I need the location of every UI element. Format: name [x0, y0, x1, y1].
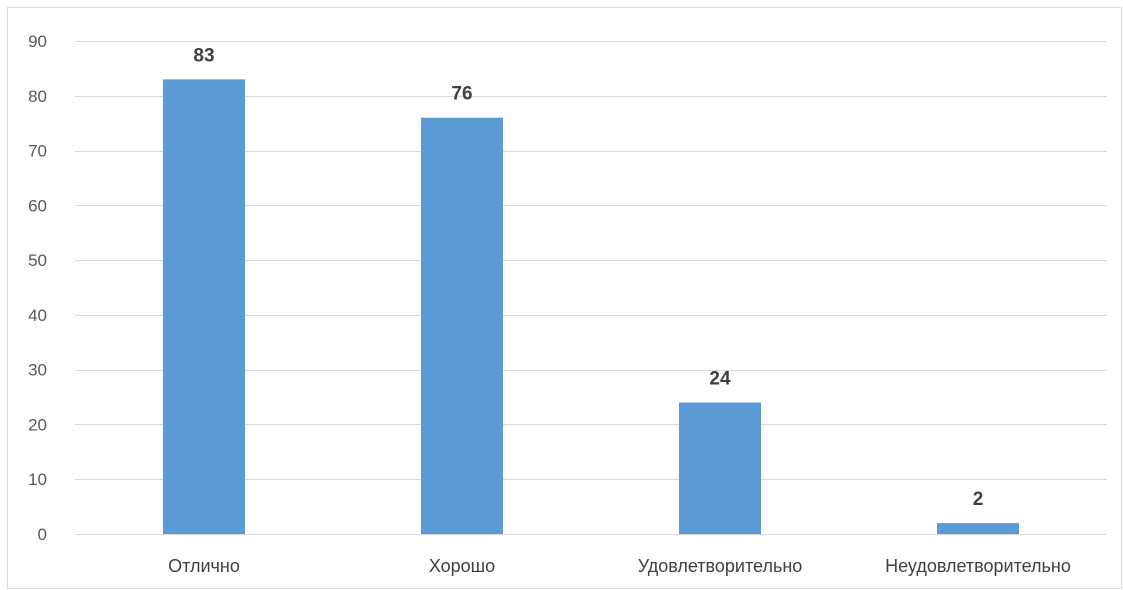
y-tick-label: 60	[28, 196, 47, 215]
y-tick-label: 80	[28, 87, 47, 106]
data-labels: 83 76 24 2	[193, 45, 983, 510]
category-label-4: Неудовлетворительно	[885, 556, 1071, 576]
bar-1	[163, 79, 245, 534]
data-label-4: 2	[973, 489, 984, 510]
y-tick-label: 90	[28, 32, 47, 51]
y-tick-label: 40	[28, 306, 47, 325]
data-label-1: 83	[193, 45, 214, 66]
y-tick-label: 0	[38, 525, 47, 544]
x-axis-category-labels: Отлично Хорошо Удовлетворительно Неудовлетв…	[168, 556, 1071, 576]
y-tick-label: 30	[28, 361, 47, 380]
bar-4	[937, 523, 1019, 534]
bars	[163, 79, 1019, 534]
category-label-2: Хорошо	[429, 556, 495, 576]
y-tick-label: 70	[28, 142, 47, 161]
y-tick-label: 10	[28, 470, 47, 489]
y-axis-tick-labels: 0 10 20 30 40 50 60 70 80 90	[28, 32, 47, 544]
category-label-1: Отлично	[168, 556, 240, 576]
bar-3	[679, 402, 761, 534]
data-label-2: 76	[451, 84, 472, 105]
data-label-3: 24	[709, 369, 731, 390]
gridlines	[75, 41, 1107, 535]
category-label-3: Удовлетворительно	[638, 556, 803, 576]
y-tick-label: 20	[28, 415, 47, 434]
bar-2	[421, 117, 503, 534]
y-tick-label: 50	[28, 251, 47, 270]
